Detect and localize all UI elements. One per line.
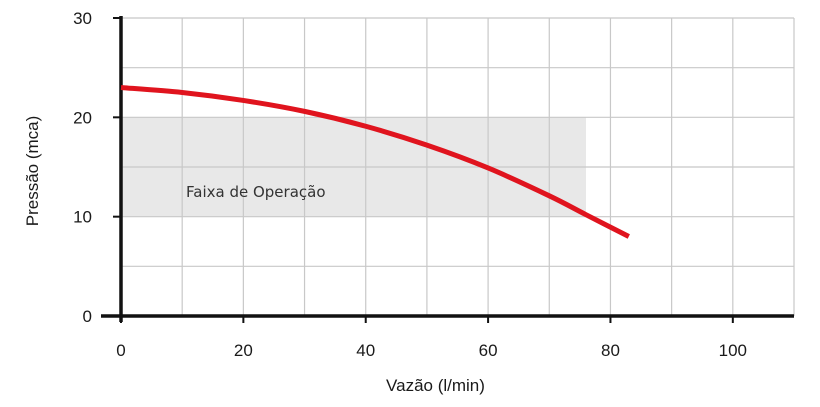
x-tick-label: 40 xyxy=(356,341,375,360)
x-tick-label: 80 xyxy=(601,341,620,360)
y-axis-title: Pressão (mca) xyxy=(23,116,42,227)
band-label-faixa-de-operacao: Faixa de Operação xyxy=(186,183,326,201)
y-tick-label: 20 xyxy=(73,108,92,127)
pump-curve-line xyxy=(120,85,630,239)
series-layer xyxy=(120,85,630,239)
x-axis-title: Vazão (l/min) xyxy=(386,376,485,395)
x-tick-label: 100 xyxy=(719,341,747,360)
x-tick-label: 20 xyxy=(234,341,253,360)
x-tick-label: 0 xyxy=(116,341,125,360)
y-tick-label: 0 xyxy=(83,307,92,326)
grid-layer xyxy=(121,17,795,316)
label-layer: Faixa de Operação Vazão (l/min) Pressão … xyxy=(23,116,485,395)
y-tick-label: 10 xyxy=(73,208,92,227)
y-tick-label: 30 xyxy=(73,9,92,28)
axis-layer: 0 20 40 60 80 100 0 10 20 30 xyxy=(73,9,794,360)
x-tick-label: 60 xyxy=(479,341,498,360)
